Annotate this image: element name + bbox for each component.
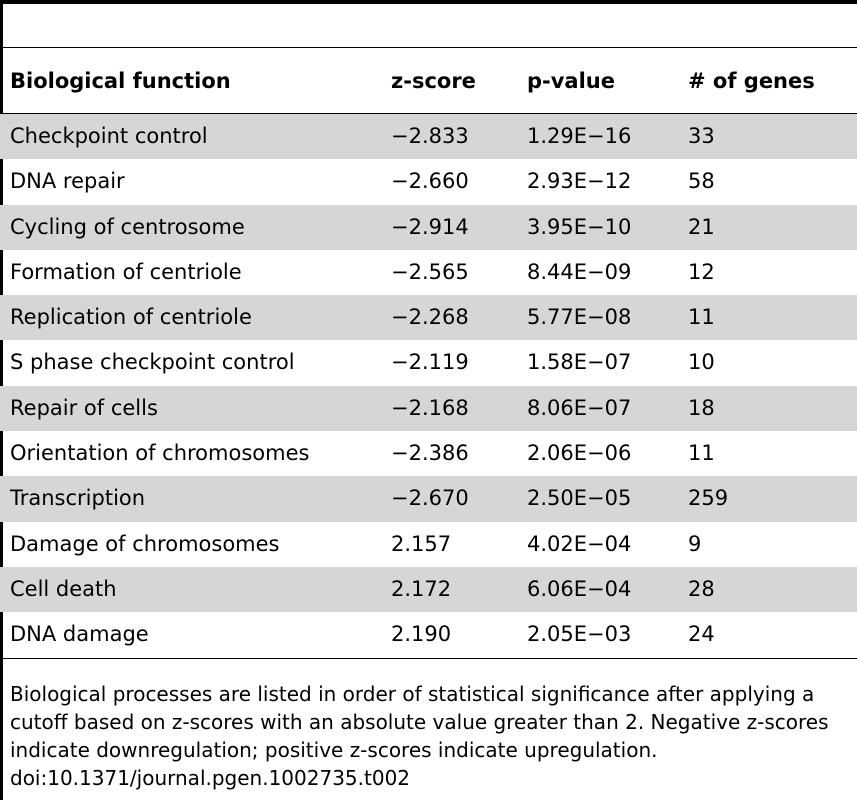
cell-z-score: −2.914 [391,214,469,239]
table-row: Replication of centriole −2.268 5.77E−08 11 [0,295,857,341]
cell-biological-function: Formation of centriole [10,259,242,284]
cell-biological-function: Cell death [10,576,117,601]
table-header-bottom-rule [0,113,857,114]
cell-p-value: 1.58E−07 [527,350,632,375]
cell-biological-function: Orientation of chromosomes [10,441,310,466]
footnote-doi: doi:10.1371/journal.pgen.1002735.t002 [10,766,411,790]
cell-biological-function: Repair of cells [10,395,158,420]
cell-number-of-genes: 9 [688,531,702,556]
table-footnote: Biological processes are listed in order… [10,680,855,792]
cell-number-of-genes: 18 [688,395,715,420]
table-row: S phase checkpoint control −2.119 1.58E−07… [0,340,857,385]
cell-number-of-genes: 33 [688,124,715,148]
table-row: Damage of chromosomes 2.157 4.02E−04 9 [0,522,857,567]
table-header-row: Biological function z-score p-value # of… [0,60,857,102]
cell-biological-function: DNA repair [10,169,125,194]
table-row: Cell death 2.172 6.06E−04 28 [0,566,857,613]
cell-p-value: 1.29E−16 [527,124,632,148]
cell-z-score: −2.565 [391,259,469,284]
table-top-rule [0,0,857,4]
table-row: Cycling of centrosome −2.914 3.95E−10 21 [0,204,857,250]
cell-biological-function: DNA damage [10,622,149,647]
cell-z-score: 2.190 [391,622,452,647]
cell-z-score: 2.157 [391,531,452,556]
table-row: Formation of centriole −2.565 8.44E−09 12 [0,250,857,295]
cell-z-score: −2.670 [391,486,469,511]
cell-p-value: 2.50E−05 [527,486,632,511]
cell-biological-function: Damage of chromosomes [10,531,280,556]
table-bottom-rule [0,658,857,659]
cell-biological-function: S phase checkpoint control [10,350,295,375]
cell-z-score: −2.119 [391,350,469,375]
cell-p-value: 3.95E−10 [527,214,632,239]
cell-p-value: 8.06E−07 [527,395,632,420]
cell-p-value: 4.02E−04 [527,531,632,556]
cell-number-of-genes: 28 [688,576,715,601]
table-row: Transcription −2.670 2.50E−05 259 [0,476,857,522]
table-row: DNA damage 2.190 2.05E−03 24 [0,612,857,657]
cell-p-value: 8.44E−09 [527,259,632,284]
cell-p-value: 5.77E−08 [527,305,632,330]
cell-number-of-genes: 21 [688,214,715,239]
cell-z-score: −2.268 [391,305,469,330]
cell-z-score: −2.168 [391,395,469,420]
cell-number-of-genes: 11 [688,305,715,330]
cell-p-value: 2.06E−06 [527,441,632,466]
header-z-score: z-score [391,69,476,93]
cell-z-score: −2.660 [391,169,469,194]
table-row: Repair of cells −2.168 8.06E−07 18 [0,385,857,432]
cell-number-of-genes: 12 [688,259,715,284]
cell-p-value: 2.05E−03 [527,622,632,647]
table-row: Checkpoint control −2.833 1.29E−16 33 [0,114,857,160]
cell-number-of-genes: 11 [688,441,715,466]
table-row: DNA repair −2.660 2.93E−12 58 [0,159,857,204]
cell-biological-function: Checkpoint control [10,124,208,148]
footnote-text: Biological processes are listed in order… [10,682,829,762]
cell-number-of-genes: 58 [688,169,715,194]
cell-z-score: −2.386 [391,441,469,466]
table-body: Checkpoint control −2.833 1.29E−16 33 DNA re… [0,114,857,658]
header-biological-function: Biological function [10,69,231,93]
table-row: Orientation of chromosomes −2.386 2.06E−06… [0,431,857,476]
cell-biological-function: Cycling of centrosome [10,214,245,239]
header-p-value: p-value [527,69,615,93]
table-header-top-rule [0,47,857,48]
cell-z-score: −2.833 [391,124,469,148]
header-number-of-genes: # of genes [688,69,815,93]
cell-biological-function: Transcription [10,486,146,511]
cell-z-score: 2.172 [391,576,452,601]
cell-number-of-genes: 259 [688,486,729,511]
cell-number-of-genes: 24 [688,622,715,647]
cell-p-value: 2.93E−12 [527,169,632,194]
cell-biological-function: Replication of centriole [10,305,252,330]
cell-number-of-genes: 10 [688,350,715,375]
cell-p-value: 6.06E−04 [527,576,632,601]
